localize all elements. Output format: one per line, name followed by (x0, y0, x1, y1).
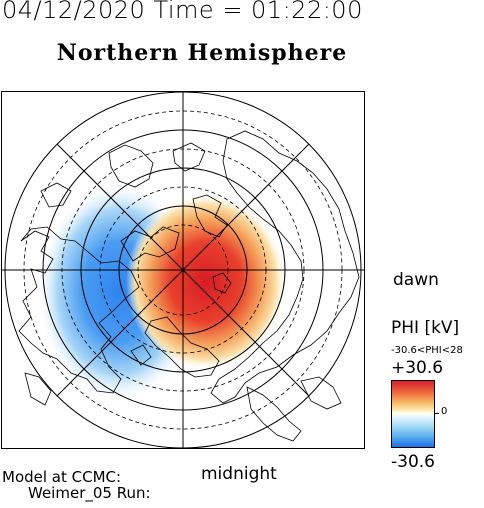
legend-min: -30.6 (391, 452, 435, 472)
colorbar-zero-tick (435, 413, 439, 414)
positive-potential-cell (126, 194, 286, 370)
legend-max: +30.6 (391, 358, 444, 378)
colorbar (391, 380, 435, 448)
dawn-label: dawn (393, 270, 439, 290)
midnight-label: midnight (201, 464, 277, 484)
polar-plot (1, 91, 365, 449)
hemisphere-title: Northern Hemisphere (56, 40, 348, 66)
legend-range: -30.6<PHI<28 (391, 345, 463, 356)
plot-border (1, 91, 365, 449)
run-label: Weimer_05 Run: (28, 484, 151, 502)
coastlines (18, 130, 360, 442)
meridian-grid (1, 91, 365, 449)
timestamp: 04/12/2020 Time = 01:22:00 (2, 0, 363, 24)
legend-title: PHI [kV] (391, 318, 460, 338)
model-label: Model at CCMC: (2, 468, 122, 486)
legend-zero: 0 (441, 406, 448, 417)
